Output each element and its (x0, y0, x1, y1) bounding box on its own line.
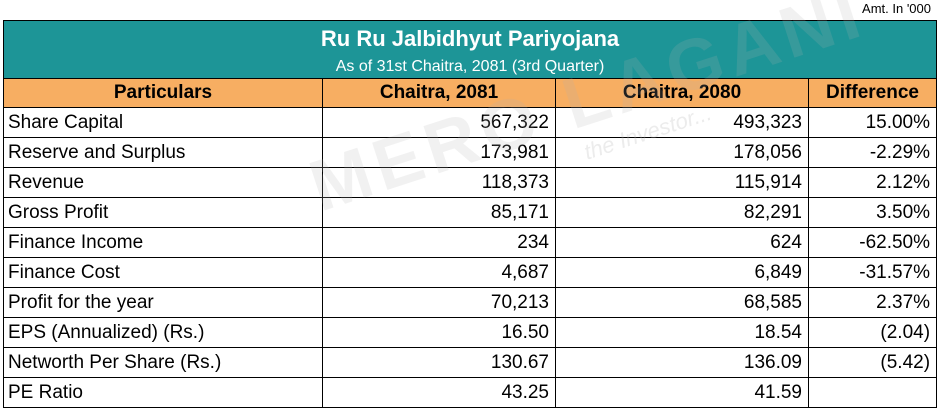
cell-particular: EPS (Annualized) (Rs.) (3, 317, 323, 348)
column-header-difference: Difference (807, 78, 938, 108)
cell-particular: Revenue (3, 167, 323, 198)
table-row: Networth Per Share (Rs.) 130.67 136.09 (5.4… (3, 347, 938, 378)
cell-previous-period: 624 (555, 227, 809, 258)
table-row: Share Capital 567,322 493,323 15.00% (3, 107, 938, 138)
header-row: Particulars Chaitra, 2081 Chaitra, 2080 … (3, 78, 938, 108)
cell-current-period: 118,373 (322, 167, 556, 198)
cell-difference: (2.04) (807, 317, 938, 348)
cell-previous-period: 41.59 (555, 377, 809, 408)
column-header-current-period: Chaitra, 2081 (322, 78, 556, 108)
cell-previous-period: 493,323 (555, 107, 809, 138)
cell-difference: 3.50% (807, 197, 938, 228)
cell-previous-period: 68,585 (555, 287, 809, 318)
cell-particular: Gross Profit (3, 197, 323, 228)
cell-previous-period: 6,849 (555, 257, 809, 288)
cell-previous-period: 178,056 (555, 137, 809, 168)
cell-difference (807, 377, 938, 408)
cell-previous-period: 115,914 (555, 167, 809, 198)
table-row: Revenue 118,373 115,914 2.12% (3, 167, 938, 198)
table-row: Finance Income 234 624 -62.50% (3, 227, 938, 258)
cell-current-period: 234 (322, 227, 556, 258)
cell-current-period: 70,213 (322, 287, 556, 318)
cell-particular: Finance Income (3, 227, 323, 258)
cell-particular: Networth Per Share (Rs.) (3, 347, 323, 378)
cell-difference: -62.50% (807, 227, 938, 258)
cell-particular: Profit for the year (3, 287, 323, 318)
cell-current-period: 173,981 (322, 137, 556, 168)
cell-particular: PE Ratio (3, 377, 323, 408)
cell-previous-period: 18.54 (555, 317, 809, 348)
column-header-previous-period: Chaitra, 2080 (555, 78, 809, 108)
cell-previous-period: 82,291 (555, 197, 809, 228)
cell-current-period: 16.50 (322, 317, 556, 348)
financial-summary-table: Ru Ru Jalbidhyut Pariyojana As of 31st C… (2, 20, 938, 408)
table-row: Profit for the year 70,213 68,585 2.37% (3, 287, 938, 318)
table-row: Reserve and Surplus 173,981 178,056 -2.29% (3, 137, 938, 168)
amount-unit-note: Amt. In '000 (862, 1, 931, 16)
cell-particular: Finance Cost (3, 257, 323, 288)
cell-particular: Share Capital (3, 107, 323, 138)
cell-particular: Reserve and Surplus (3, 137, 323, 168)
table-subtitle: As of 31st Chaitra, 2081 (3rd Quarter) (2, 56, 938, 79)
cell-difference: 2.12% (807, 167, 938, 198)
table-row: Finance Cost 4,687 6,849 -31.57% (3, 257, 938, 288)
cell-current-period: 4,687 (322, 257, 556, 288)
table-row: Gross Profit 85,171 82,291 3.50% (3, 197, 938, 228)
cell-current-period: 567,322 (322, 107, 556, 138)
cell-difference: 2.37% (807, 287, 938, 318)
cell-difference: -31.57% (807, 257, 938, 288)
column-header-particulars: Particulars (3, 78, 323, 108)
cell-previous-period: 136.09 (555, 347, 809, 378)
table-row: EPS (Annualized) (Rs.) 16.50 18.54 (2.04) (3, 317, 938, 348)
cell-current-period: 43.25 (322, 377, 556, 408)
table-row: PE Ratio 43.25 41.59 (3, 377, 938, 408)
table-title: Ru Ru Jalbidhyut Pariyojana (2, 20, 938, 56)
cell-current-period: 130.67 (322, 347, 556, 378)
cell-difference: (5.42) (807, 347, 938, 378)
cell-current-period: 85,171 (322, 197, 556, 228)
cell-difference: -2.29% (807, 137, 938, 168)
cell-difference: 15.00% (807, 107, 938, 138)
